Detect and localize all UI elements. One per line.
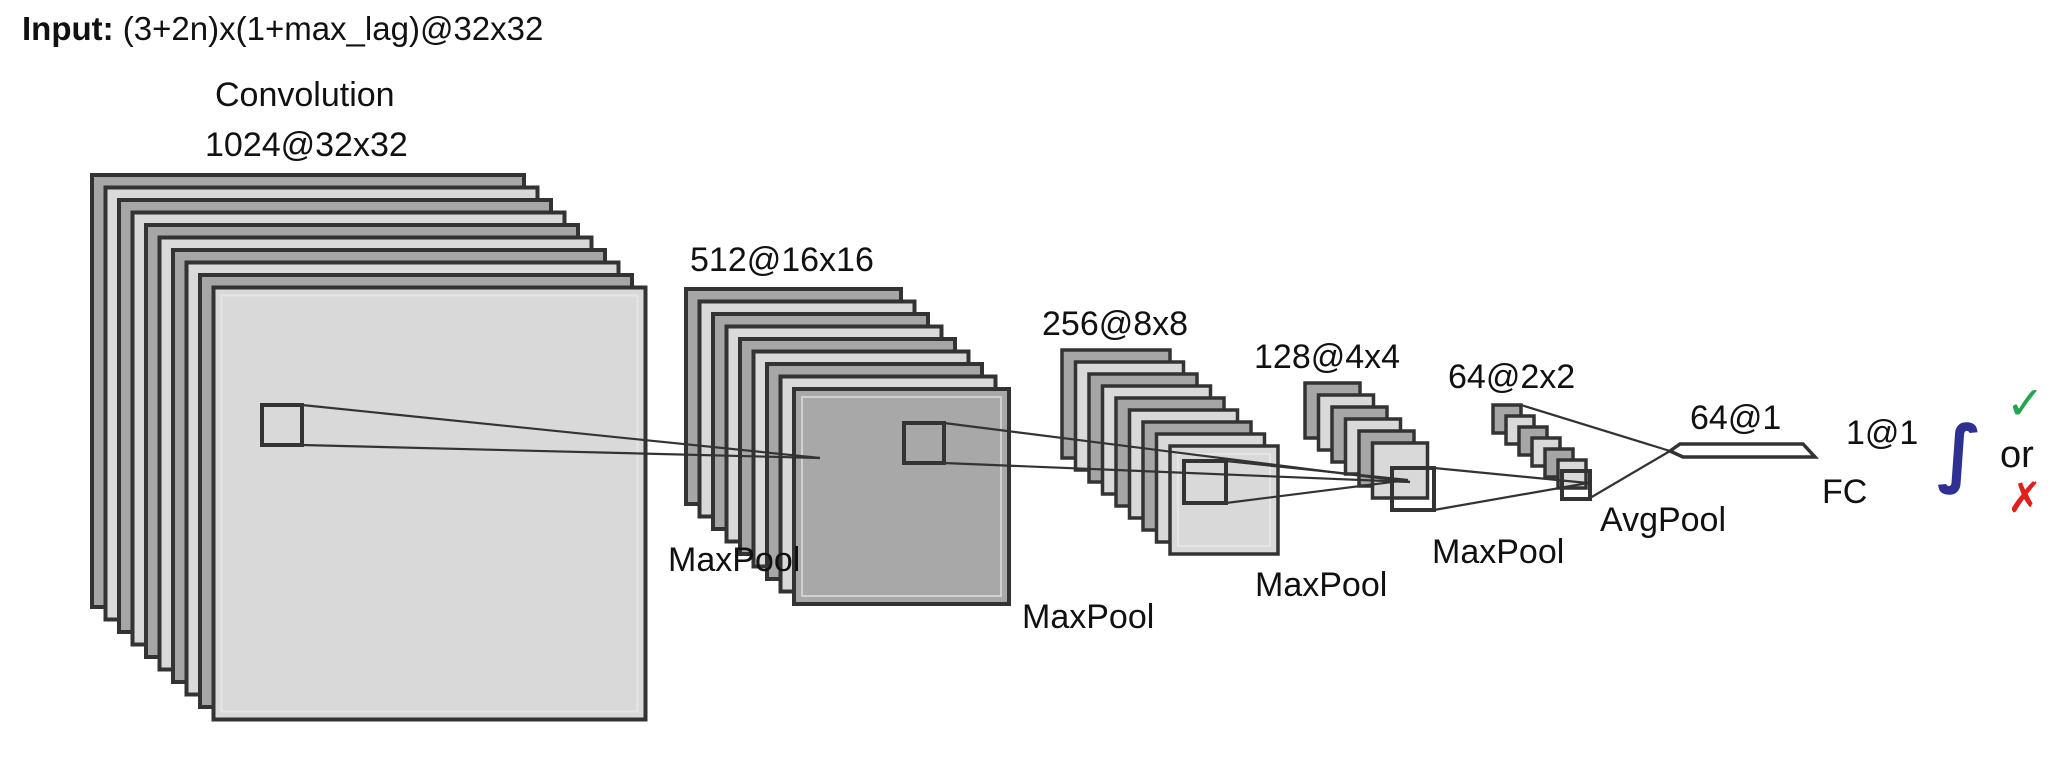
kernel-box-3 <box>1182 459 1228 505</box>
sigmoid-icon: ∫ <box>1937 410 1983 496</box>
kernel-box-4 <box>1390 466 1436 512</box>
maxpool-label-4: MaxPool <box>1432 533 1565 571</box>
feature-map-1-inner-frame <box>220 294 639 713</box>
avgpool-label: AvgPool <box>1600 501 1727 539</box>
maxpool-label-1: MaxPool <box>668 541 801 579</box>
flatten-vector-64x1 <box>1666 442 1819 459</box>
feature-map-2-inner-frame <box>801 396 1002 597</box>
connection-line-10 <box>1589 450 1671 499</box>
connection-line-2 <box>301 443 821 460</box>
input-label: Input: (3+2n)x(1+max_lag)@32x32 <box>22 12 543 45</box>
feature-map-2-layer-9 <box>792 387 1011 606</box>
connection-line-5 <box>1225 459 1409 482</box>
maxpool-label-2: MaxPool <box>1022 598 1155 636</box>
fc-label: FC <box>1822 473 1868 511</box>
connection-line-8 <box>1433 481 1589 512</box>
connection-line-1 <box>301 403 821 460</box>
input-label-prefix: Input: <box>22 10 114 47</box>
connection-line-6 <box>1225 478 1409 505</box>
maxpool-label-3: MaxPool <box>1255 566 1388 604</box>
stage5-dims: 64@2x2 <box>1448 358 1576 396</box>
stage6-dims: 64@1 <box>1690 399 1782 437</box>
kernel-box-2 <box>902 421 946 465</box>
feature-map-3-inner-frame <box>1177 453 1271 547</box>
or-text: or <box>2000 434 2034 476</box>
feature-map-4-layer-6 <box>1370 441 1430 500</box>
fc-dims: 1@1 <box>1846 414 1919 452</box>
stage4-dims: 128@4x4 <box>1254 338 1401 376</box>
stage2-dims: 512@16x16 <box>690 241 874 279</box>
stage3-dims: 256@8x8 <box>1042 305 1189 343</box>
connection-line-4 <box>943 461 1411 484</box>
check-icon: ✓ <box>2006 376 2045 430</box>
kernel-box-5 <box>1560 469 1592 501</box>
conv-dims: 1024@32x32 <box>205 126 408 164</box>
cross-icon: ✗ <box>2007 473 2043 522</box>
feature-map-stacks <box>90 173 1592 722</box>
kernel-box-1 <box>260 403 304 447</box>
conv-title: Convolution <box>215 76 395 114</box>
connection-lines <box>301 403 1819 512</box>
feature-map-1-layer-10 <box>211 285 648 722</box>
connection-line-9 <box>1520 403 1671 453</box>
input-label-value: (3+2n)x(1+max_lag)@32x32 <box>122 10 544 47</box>
connection-line-7 <box>1433 466 1589 485</box>
